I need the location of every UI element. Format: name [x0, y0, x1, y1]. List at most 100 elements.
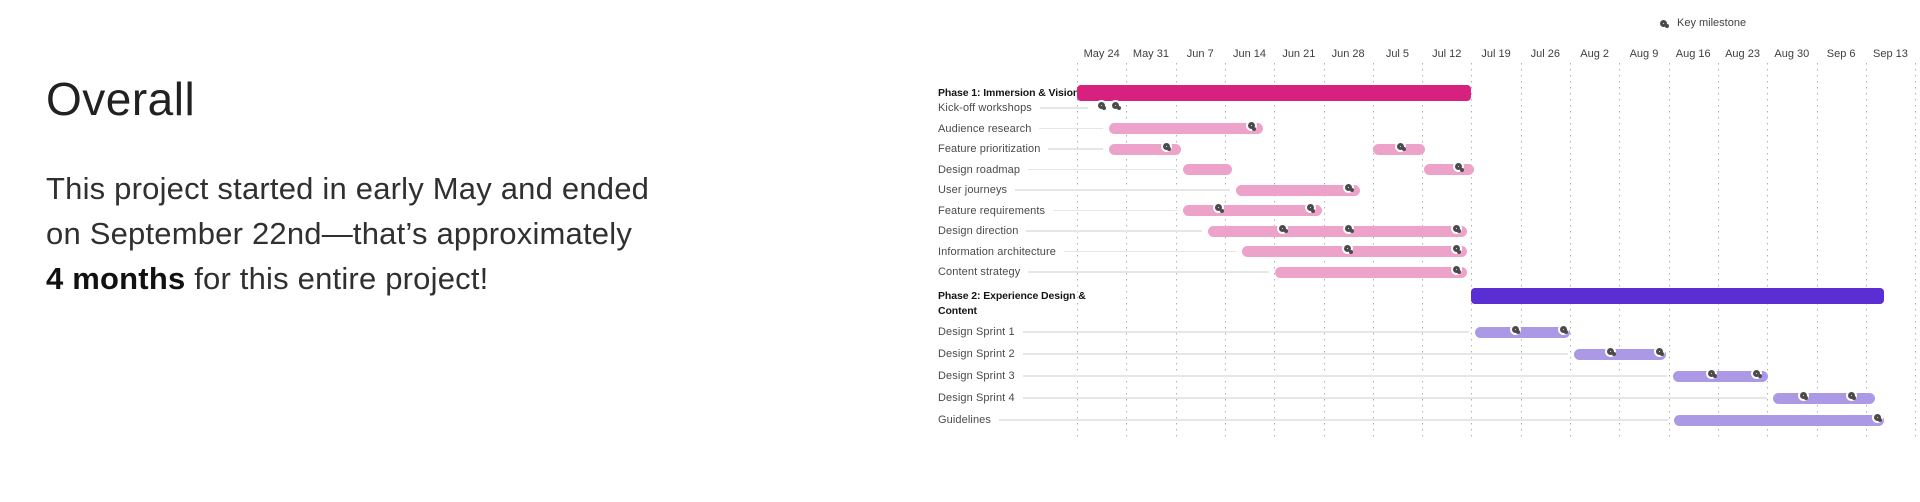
week-label: Jul 5: [1385, 48, 1410, 60]
week-label: May 24: [1083, 48, 1120, 60]
week-label: Jun 28: [1331, 48, 1365, 60]
task-label: Design roadmap: [938, 163, 1021, 176]
duration-emphasis: 4 months: [46, 261, 186, 296]
week-label: May 31: [1132, 48, 1169, 60]
leader-line: [1039, 107, 1089, 109]
legend-label: Key milestone: [1677, 17, 1747, 29]
phase-bar: [1471, 288, 1885, 304]
task-label: Guidelines: [938, 414, 991, 426]
gridline: [1619, 63, 1621, 437]
task-label-row: Feature requirements: [938, 203, 1177, 219]
task-label-row: Design Sprint 2: [938, 346, 1568, 362]
gridline: [1175, 63, 1177, 437]
milestone-icon: [1247, 122, 1257, 131]
leader-line: [1022, 397, 1768, 399]
task-bar: [1673, 370, 1769, 382]
leader-line: [1063, 250, 1236, 253]
milestone-icon: [1799, 391, 1809, 400]
task-bar: [1474, 326, 1570, 338]
week-label: Aug 16: [1675, 48, 1711, 60]
task-label-row: Audience research: [938, 121, 1104, 137]
task-bar: [1424, 164, 1474, 175]
milestone-icon: [1345, 224, 1354, 233]
milestone-icon: [1397, 142, 1406, 151]
task-label-row: Feature prioritization: [938, 141, 1104, 157]
leader-line: [1028, 271, 1269, 273]
gridline: [1520, 63, 1522, 437]
milestone-icon: [1452, 224, 1462, 233]
task-label: Design Sprint 2: [938, 348, 1015, 360]
paragraph-line-rest: for this entire project!: [185, 261, 489, 296]
legend: Key milestone: [1660, 17, 1746, 29]
phase-label: Phase 1: Immersion & Vision: [938, 86, 1080, 99]
leader-line: [1039, 127, 1104, 130]
week-label: Jul 19: [1481, 48, 1511, 60]
task-bar: [1109, 123, 1264, 134]
task-label-row: Design direction: [938, 223, 1202, 239]
milestone-icon: [1452, 265, 1462, 274]
paragraph-line: This project started in early May and en…: [46, 171, 650, 206]
task-label: Content strategy: [938, 266, 1021, 278]
overview-paragraph: This project started in early May and en…: [46, 166, 836, 301]
gridline: [1865, 63, 1867, 437]
task-bar: [1182, 205, 1322, 216]
gridline: [1915, 63, 1917, 437]
task-label: Design Sprint 3: [938, 370, 1015, 382]
milestone-icon: [1455, 163, 1464, 172]
task-bar: [1241, 246, 1467, 257]
phase-bar: [1077, 84, 1472, 101]
task-label-row: Content strategy: [938, 264, 1269, 280]
leader-line: [1022, 375, 1668, 377]
milestone-icon: [1162, 142, 1172, 151]
task-label: Feature requirements: [938, 204, 1046, 217]
week-label: Aug 2: [1580, 48, 1610, 60]
task-bar: [1109, 143, 1181, 155]
milestone-icon: [1306, 204, 1316, 213]
gridline: [1717, 63, 1719, 437]
leader-line: [1026, 230, 1202, 232]
week-label: Aug 30: [1774, 48, 1810, 60]
task-bar: [1274, 266, 1467, 278]
week-label: Aug 23: [1725, 48, 1760, 60]
gridline: [1126, 63, 1128, 437]
milestone-icon: [1559, 325, 1569, 334]
task-label: Feature prioritization: [938, 143, 1041, 155]
gridline: [1224, 63, 1226, 437]
leader-line: [1022, 353, 1568, 355]
week-label: Jul 12: [1432, 48, 1462, 60]
task-label-row: Kick-off workshops: [938, 100, 1089, 116]
milestone-icon: [1215, 204, 1224, 213]
task-label-row: Design Sprint 3: [938, 368, 1668, 384]
leader-line: [1015, 189, 1230, 191]
leader-line: [1022, 331, 1469, 333]
key-milestone-icon: [1660, 19, 1669, 28]
task-bar: [1182, 164, 1232, 175]
milestone-icon: [1279, 224, 1288, 233]
task-label-row: User journeys: [938, 182, 1230, 198]
milestone-icon: [1607, 347, 1616, 356]
task-label: User journeys: [938, 184, 1008, 196]
milestone-icon: [1708, 369, 1717, 378]
milestone-icon: [1097, 101, 1107, 110]
task-label: Design Sprint 1: [938, 326, 1015, 338]
milestone-icon: [1655, 347, 1665, 356]
gridline: [1570, 63, 1571, 437]
task-label: Design direction: [938, 225, 1019, 237]
task-label: Kick-off workshops: [938, 102, 1032, 114]
task-label: Information architecture: [938, 245, 1056, 258]
task-label-row: Design roadmap: [938, 162, 1177, 178]
task-label-row: Information architecture: [938, 244, 1236, 260]
overview-text-block: Overall This project started in early Ma…: [46, 72, 836, 301]
week-label: Jun 21: [1282, 48, 1316, 60]
milestone-icon: [1345, 183, 1354, 192]
task-bar: [1674, 414, 1885, 426]
paragraph-line: on September 22nd—that’s approximately: [46, 216, 633, 251]
task-bar: [1773, 392, 1876, 404]
leader-line: [1053, 209, 1177, 212]
leader-line: [1048, 148, 1104, 150]
week-label: Jun 14: [1233, 48, 1267, 60]
gridline: [1668, 63, 1670, 437]
milestone-icon: [1452, 245, 1462, 254]
gridline: [1767, 63, 1769, 437]
leader-line: [1028, 168, 1177, 171]
